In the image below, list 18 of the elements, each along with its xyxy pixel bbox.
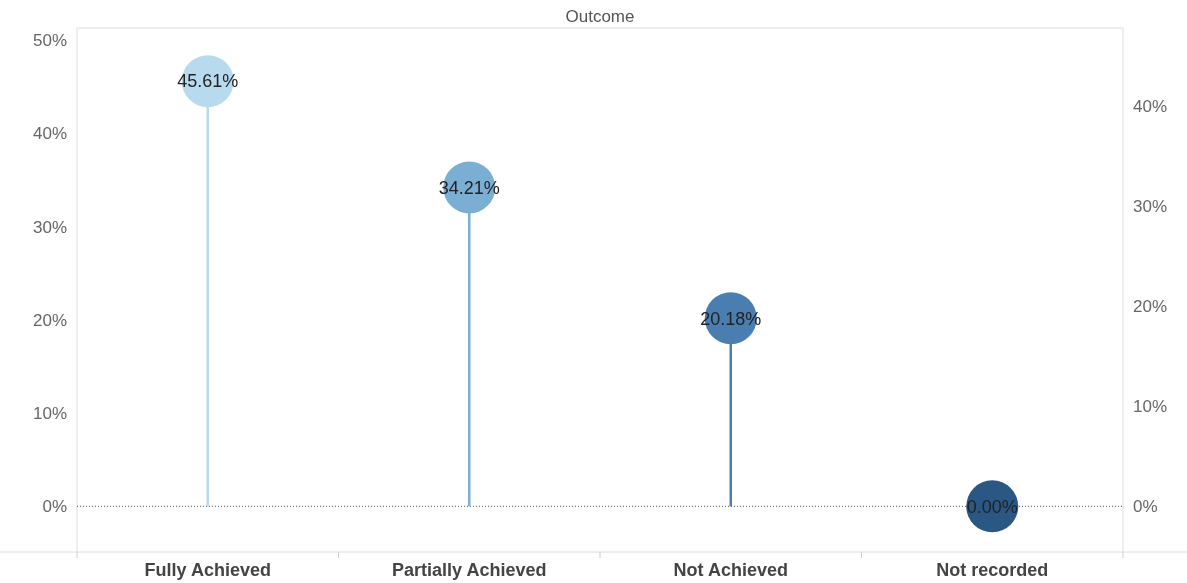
x-tick-label: Not Achieved (673, 560, 788, 580)
y2-tick-label: 10% (1133, 396, 1168, 416)
y-tick-label: 50% (32, 31, 67, 51)
y-tick-label: 10% (32, 404, 67, 424)
y-tick-label: 20% (32, 310, 67, 330)
y2-tick-label: 0% (1133, 496, 1158, 516)
text: 45.61% (177, 71, 239, 92)
x-tick-label: Not recorded (936, 560, 1049, 580)
y-tick-label: 30% (32, 217, 67, 237)
text: 0.00% (966, 496, 1018, 517)
y2-tick-label: 40% (1133, 96, 1168, 116)
y-tick-label: 40% (32, 124, 67, 144)
y-tick-label: 0% (42, 497, 67, 517)
y2-tick-label: 30% (1133, 196, 1168, 216)
x-tick-label: Fully Achieved (144, 560, 271, 580)
y2-tick-label: 20% (1133, 296, 1168, 316)
chart-title: Outcome (565, 7, 635, 26)
x-tick-label: Partially Achieved (392, 560, 547, 580)
